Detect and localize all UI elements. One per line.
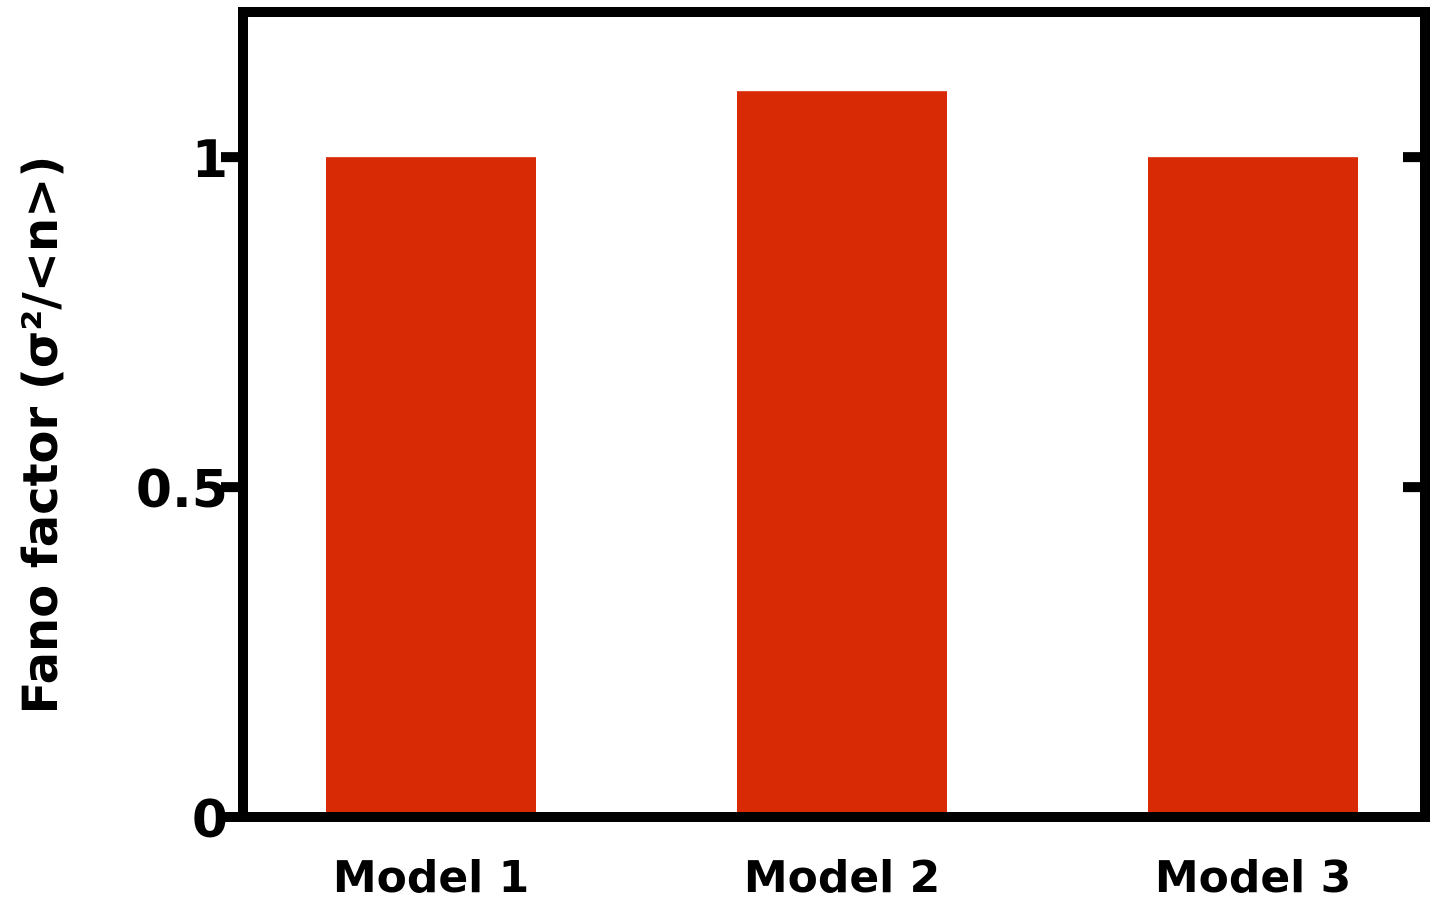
plot-frame — [238, 7, 1430, 822]
bar — [737, 91, 947, 818]
bar — [326, 157, 536, 817]
x-tick-label: Model 2 — [744, 852, 940, 903]
y-tick-label: 0.5 — [136, 460, 228, 520]
y-tick-label: 1 — [192, 130, 228, 190]
x-tick-label: Model 3 — [1155, 852, 1351, 903]
y-axis-label: Fano factor (σ²/<n>) — [13, 156, 69, 715]
bar — [1148, 157, 1358, 817]
y-tick-label: 0 — [192, 790, 228, 850]
x-tick-label: Model 1 — [333, 852, 529, 903]
